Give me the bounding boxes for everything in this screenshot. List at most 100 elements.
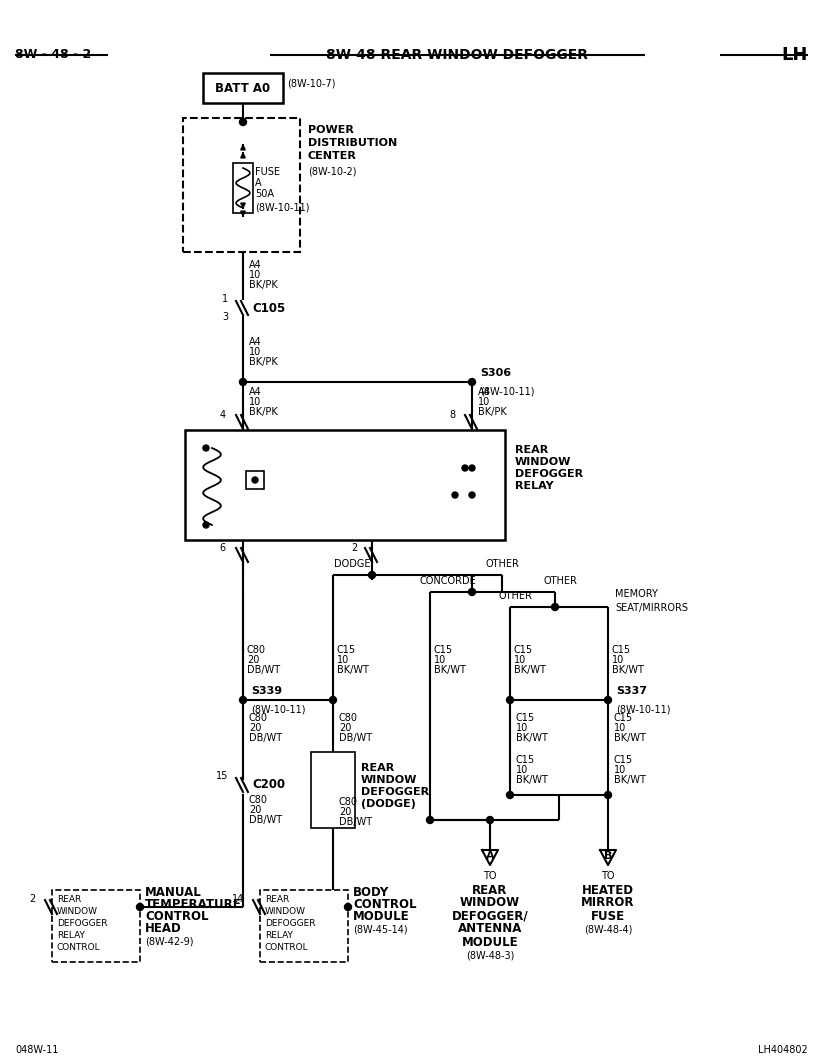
Text: (8W-10-2): (8W-10-2) [308, 167, 356, 177]
Text: 10: 10 [611, 655, 623, 665]
Circle shape [451, 492, 458, 498]
Text: A4: A4 [249, 337, 261, 347]
Circle shape [506, 696, 513, 703]
Text: BATT A0: BATT A0 [215, 82, 270, 94]
Text: BK/PK: BK/PK [249, 356, 278, 367]
Text: TO: TO [482, 871, 496, 881]
Circle shape [461, 465, 468, 471]
Text: WINDOW: WINDOW [514, 457, 571, 467]
Text: BODY: BODY [352, 886, 389, 899]
Text: LH404802: LH404802 [758, 1045, 807, 1055]
Text: ANTENNA: ANTENNA [457, 922, 522, 936]
Text: REAR: REAR [265, 894, 289, 904]
Text: BK/WT: BK/WT [515, 733, 547, 743]
Bar [203, 73, 283, 103]
Text: 1: 1 [222, 294, 228, 305]
Text: A: A [255, 178, 261, 188]
Text: FUSE: FUSE [255, 167, 279, 177]
Text: C15: C15 [515, 713, 535, 723]
Text: BK/WT: BK/WT [611, 665, 643, 675]
Text: BK/PK: BK/PK [477, 407, 506, 417]
Text: DODGE: DODGE [333, 559, 370, 569]
Text: SEAT/MIRRORS: SEAT/MIRRORS [614, 603, 687, 613]
Circle shape [506, 792, 513, 799]
Circle shape [426, 817, 433, 823]
Text: 8W-48 REAR WINDOW DEFOGGER: 8W-48 REAR WINDOW DEFOGGER [326, 48, 587, 62]
Text: DEFOGGER: DEFOGGER [360, 787, 428, 797]
Text: CONCORDE: CONCORDE [419, 576, 476, 586]
Text: A4: A4 [249, 260, 261, 269]
Text: (8W-48-4): (8W-48-4) [583, 925, 631, 935]
Text: WINDOW: WINDOW [57, 906, 98, 916]
Circle shape [239, 119, 247, 125]
Text: MANUAL: MANUAL [145, 886, 201, 899]
Text: 20: 20 [249, 805, 261, 815]
Text: DISTRIBUTION: DISTRIBUTION [308, 138, 396, 147]
Text: C15: C15 [433, 645, 453, 655]
Text: 10: 10 [433, 655, 446, 665]
Text: C80: C80 [249, 713, 268, 723]
Text: (8W-10-11): (8W-10-11) [251, 705, 305, 714]
Text: 10: 10 [515, 765, 527, 775]
Text: (DODGE): (DODGE) [360, 799, 415, 808]
Text: DEFOGGER: DEFOGGER [265, 919, 315, 927]
Text: 20: 20 [338, 723, 351, 733]
Text: (8W-10-11): (8W-10-11) [255, 203, 309, 213]
Text: MODULE: MODULE [461, 936, 518, 949]
Text: (8W-48-3): (8W-48-3) [465, 951, 514, 961]
Circle shape [239, 696, 247, 703]
Text: TO: TO [600, 871, 614, 881]
Text: 10: 10 [613, 765, 626, 775]
Text: A4: A4 [249, 387, 261, 397]
Text: (8W-10-11): (8W-10-11) [615, 705, 670, 714]
Circle shape [203, 522, 209, 528]
Text: DEFOGGER: DEFOGGER [514, 469, 582, 479]
Text: MODULE: MODULE [352, 909, 410, 922]
Text: POWER: POWER [308, 125, 354, 135]
Circle shape [136, 904, 143, 910]
Circle shape [344, 904, 351, 910]
Text: 8: 8 [450, 410, 455, 420]
Circle shape [239, 379, 247, 385]
Text: S306: S306 [479, 368, 510, 378]
Text: 10: 10 [249, 347, 261, 356]
Text: 2: 2 [29, 894, 36, 904]
Text: 15: 15 [215, 771, 228, 781]
Text: DB/WT: DB/WT [338, 733, 372, 743]
Text: 20: 20 [338, 807, 351, 817]
Text: FUSE: FUSE [590, 909, 624, 922]
Text: 4: 4 [219, 410, 226, 420]
Text: 10: 10 [249, 397, 261, 407]
Text: 3: 3 [222, 312, 228, 321]
Text: A: A [485, 851, 494, 860]
Text: DB/WT: DB/WT [338, 817, 372, 827]
Text: C80: C80 [338, 797, 358, 807]
Circle shape [468, 379, 475, 385]
Text: C15: C15 [514, 645, 532, 655]
Text: DB/WT: DB/WT [249, 815, 282, 825]
Text: C80: C80 [247, 645, 265, 655]
Circle shape [604, 792, 611, 799]
Text: CONTROL: CONTROL [145, 909, 208, 922]
Text: 8W - 48 - 2: 8W - 48 - 2 [15, 49, 91, 62]
Text: REAR: REAR [514, 445, 548, 455]
Text: DEFOGGER: DEFOGGER [57, 919, 107, 927]
Text: 20: 20 [249, 723, 261, 733]
Circle shape [329, 696, 336, 703]
Text: C15: C15 [515, 755, 535, 765]
Circle shape [468, 492, 474, 498]
Text: WINDOW: WINDOW [265, 906, 305, 916]
Bar [260, 890, 347, 962]
Text: C15: C15 [337, 645, 355, 655]
Circle shape [551, 604, 558, 610]
Text: 14: 14 [232, 894, 244, 904]
Text: WINDOW: WINDOW [360, 775, 417, 785]
Text: (8W-10-7): (8W-10-7) [287, 79, 335, 88]
Text: 2: 2 [351, 543, 358, 553]
Text: (8W-45-14): (8W-45-14) [352, 925, 407, 935]
Bar [246, 471, 264, 489]
Text: C80: C80 [338, 713, 358, 723]
Text: C200: C200 [251, 779, 285, 792]
Text: REAR: REAR [57, 894, 81, 904]
Text: RELAY: RELAY [57, 930, 85, 939]
